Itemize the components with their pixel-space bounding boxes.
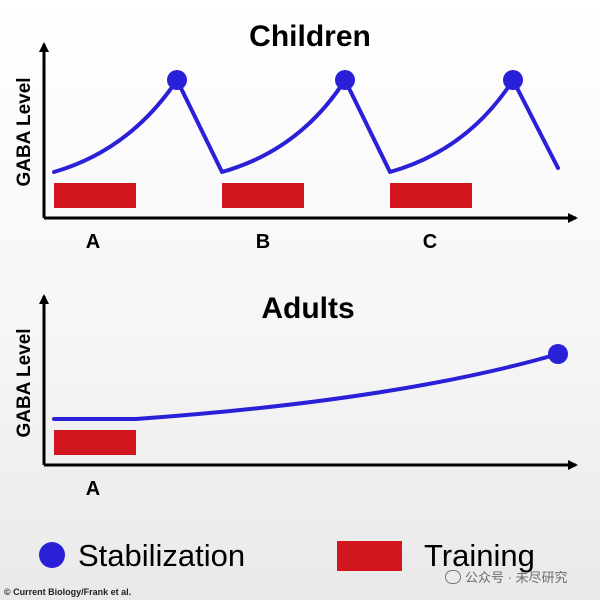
training-bar [54, 430, 136, 455]
legend-stabilization-label: Stabilization [78, 538, 245, 573]
watermark-text: 公众号 · 未尽研究 [465, 570, 568, 585]
adults-title: Adults [261, 292, 354, 325]
stabilization-marker [167, 70, 187, 90]
stabilization-marker [503, 70, 523, 90]
stabilization-dot-icon [39, 542, 65, 568]
training-bar [222, 183, 304, 208]
training-bar-icon [337, 541, 402, 571]
watermark: 公众号 · 未尽研究 [445, 567, 568, 586]
training-bar [390, 183, 472, 208]
children-gaba-curve [52, 78, 560, 174]
phase-label-b: B [256, 231, 270, 253]
phase-label-a: A [86, 478, 100, 500]
children-title: Children [249, 20, 371, 53]
children-panel: Children GABA Level A B C [14, 20, 578, 253]
wechat-icon [445, 570, 461, 584]
stabilization-marker [548, 344, 568, 364]
legend: Stabilization Training [39, 538, 535, 573]
phase-label-a: A [86, 231, 100, 253]
children-y-axis-label: GABA Level [14, 77, 35, 186]
training-bar [54, 183, 136, 208]
legend-training-label: Training [424, 538, 535, 573]
stabilization-marker [335, 70, 355, 90]
image-credit: © Current Biology/Frank et al. [4, 587, 132, 597]
adults-panel: Adults GABA Level A [14, 292, 578, 500]
adults-y-axis-label: GABA Level [14, 328, 35, 437]
phase-label-c: C [423, 231, 437, 253]
adults-gaba-curve [52, 352, 560, 421]
